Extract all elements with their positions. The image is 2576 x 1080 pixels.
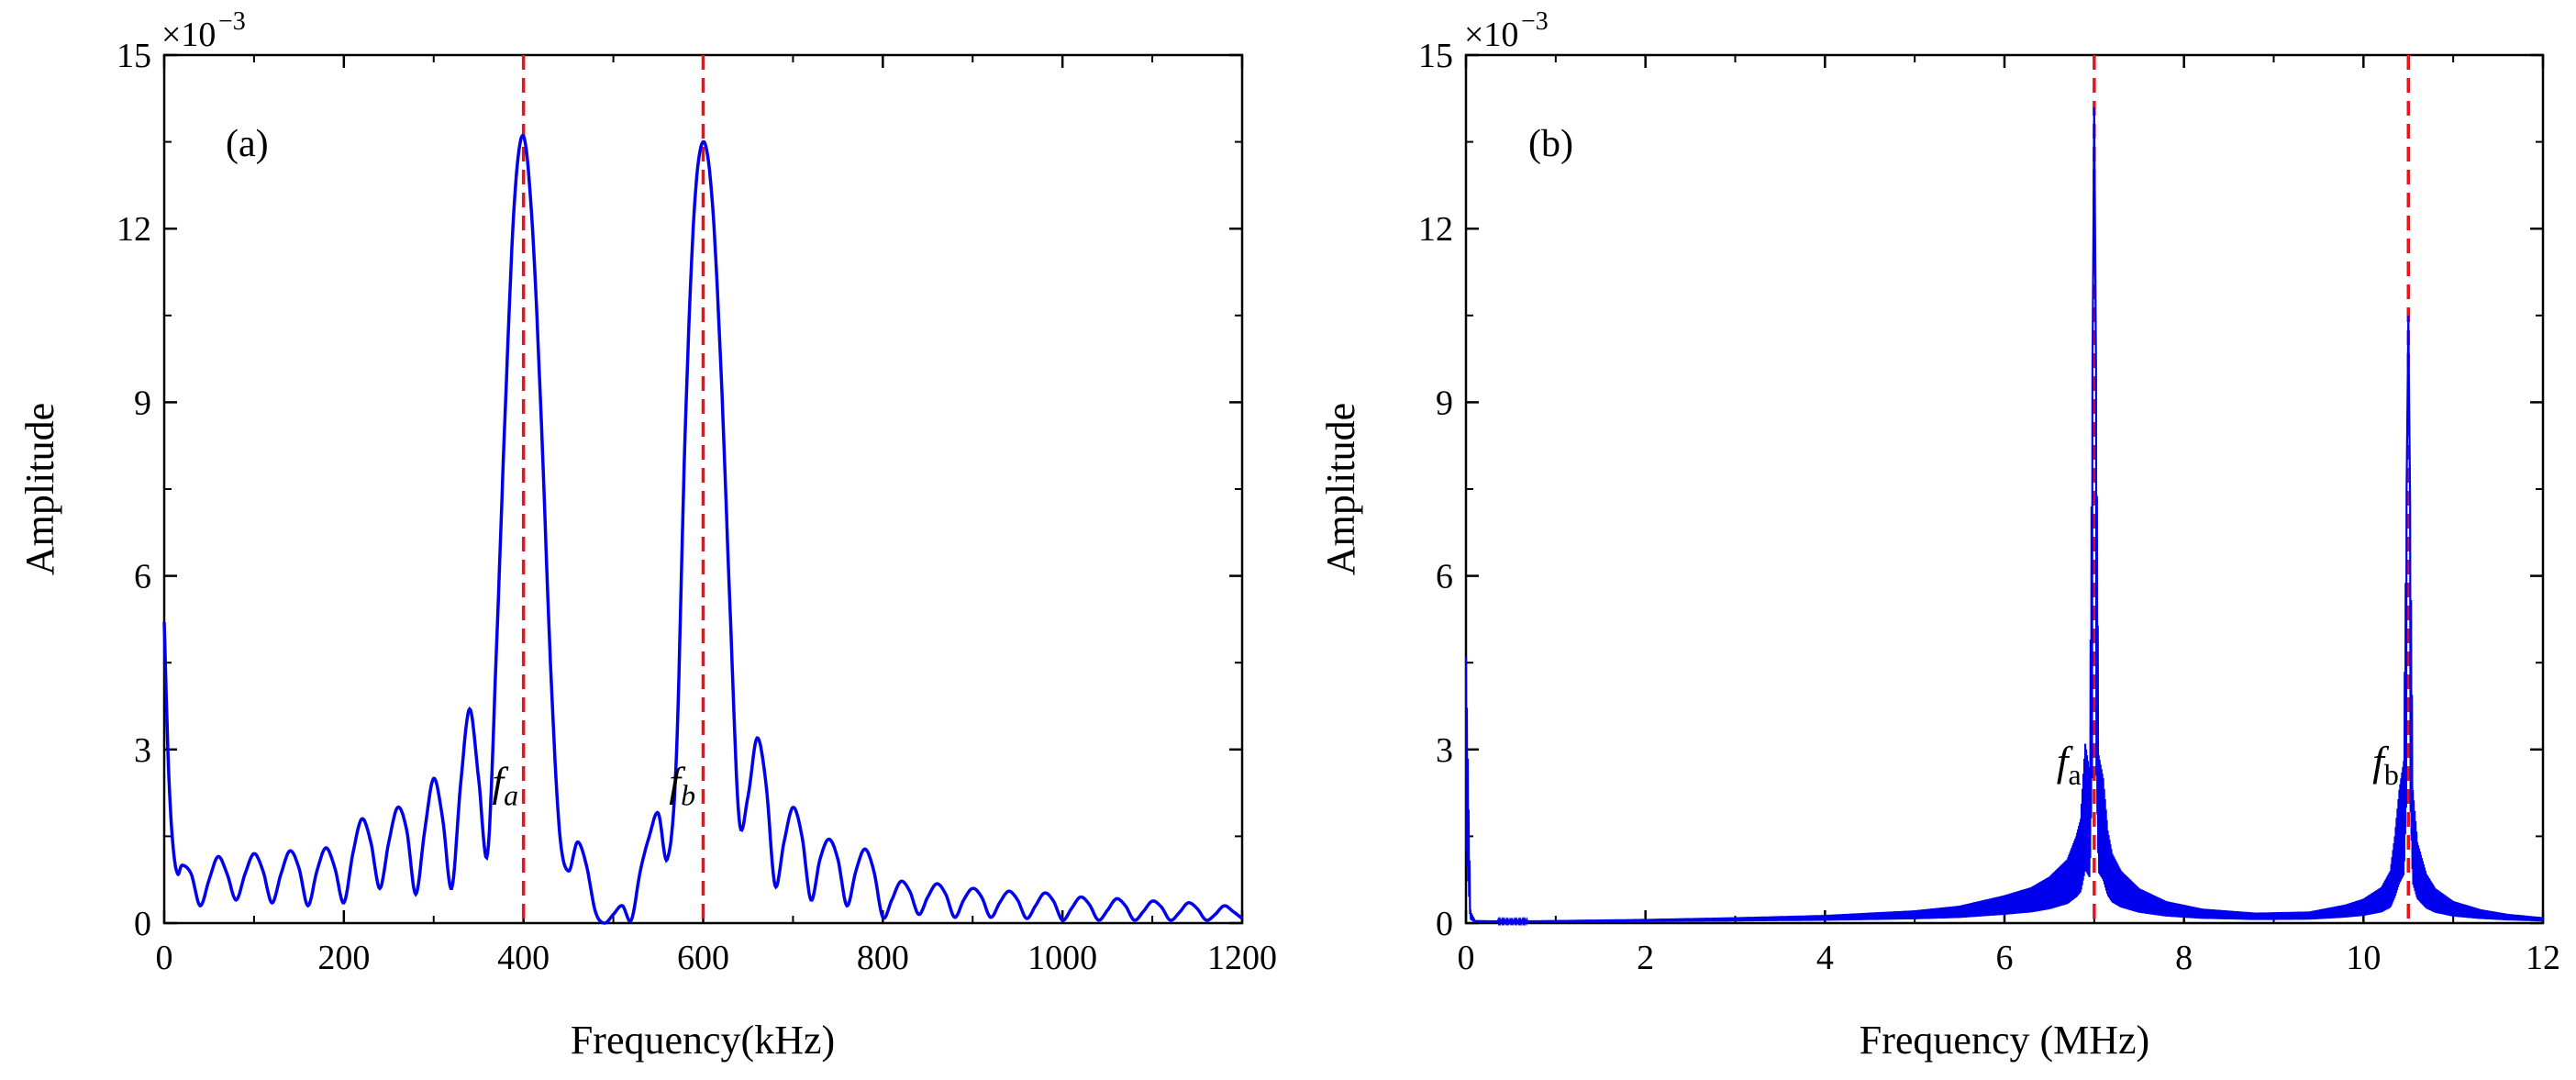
panel-b-ylabel: Amplitude <box>1318 403 1363 575</box>
peak-label-sub: a <box>2069 758 2082 791</box>
peak-label-sub: b <box>681 778 695 811</box>
y-tick-label: 12 <box>1418 210 1453 249</box>
peak-label: fb <box>669 758 695 811</box>
y-tick-label: 15 <box>1418 37 1453 75</box>
peak-label: fa <box>492 758 518 811</box>
panel-a-label: (a) <box>226 123 269 165</box>
y-tick-label: 9 <box>134 384 151 422</box>
x-tick-label: 0 <box>156 939 173 977</box>
peak-label-sub: a <box>504 778 518 811</box>
panel-b-y-scale-exp: −3 <box>1521 7 1549 36</box>
x-tick-label: 1200 <box>1207 939 1277 977</box>
x-tick-label: 10 <box>2346 939 2381 977</box>
y-tick-label: 6 <box>1436 558 1453 596</box>
x-tick-label: 800 <box>857 939 909 977</box>
peak-label-sub: b <box>2384 758 2399 791</box>
x-tick-label: 8 <box>2175 939 2193 977</box>
x-tick-label: 2 <box>1637 939 1654 977</box>
spectrum-line <box>1464 106 2545 927</box>
x-tick-label: 6 <box>1996 939 2014 977</box>
panel-b-plot-frame <box>1464 53 2545 925</box>
x-tick-label: 600 <box>677 939 729 977</box>
panel-b-data: fa fb <box>1464 55 2545 927</box>
y-tick-label: 15 <box>117 37 151 75</box>
panel-a-data: fa fb <box>162 55 1244 925</box>
panel-b-label: (b) <box>1528 123 1573 165</box>
peak-label: fb <box>2372 738 2399 791</box>
panel-b-xlabel: Frequency (MHz) <box>1860 1018 2149 1063</box>
x-tick-label: 1000 <box>1027 939 1097 977</box>
panel-b-y-scale: ×10 −3 <box>1464 7 1549 54</box>
y-tick-label: 0 <box>134 905 151 943</box>
panel-b-ticks: 0 2 4 6 8 10 12 0 3 6 9 12 15 <box>1418 37 2560 977</box>
panel-b-y-scale-base: ×10 <box>1464 16 1518 54</box>
panel-a-y-scale-base: ×10 <box>161 16 216 54</box>
panel-a-y-scale: ×10 −3 <box>161 7 246 54</box>
panel-a-ylabel: Amplitude <box>17 403 62 575</box>
y-tick-label: 3 <box>134 731 151 770</box>
panel-a-xlabel: Frequency(kHz) <box>571 1018 835 1063</box>
y-tick-label: 3 <box>1436 731 1453 770</box>
y-tick-label: 0 <box>1436 905 1453 943</box>
chart-panel-a: 0 200 400 600 800 1000 1200 0 3 6 9 12 15 fa fb (a) F… <box>17 7 1277 1063</box>
x-tick-label: 400 <box>497 939 550 977</box>
x-tick-label: 4 <box>1816 939 1834 977</box>
y-tick-label: 9 <box>1436 384 1453 422</box>
x-tick-label: 0 <box>1458 939 1475 977</box>
y-tick-label: 6 <box>134 558 151 596</box>
chart-panel-b: 0 2 4 6 8 10 12 0 3 6 9 12 15 fa fb (b) Frequency (MH… <box>1318 7 2560 1063</box>
y-tick-label: 12 <box>117 210 151 249</box>
x-tick-label: 200 <box>317 939 370 977</box>
panel-a-y-scale-exp: −3 <box>218 7 246 36</box>
spectrum-line <box>162 133 1244 925</box>
x-tick-label: 12 <box>2526 939 2560 977</box>
peak-label: fa <box>2057 738 2082 791</box>
